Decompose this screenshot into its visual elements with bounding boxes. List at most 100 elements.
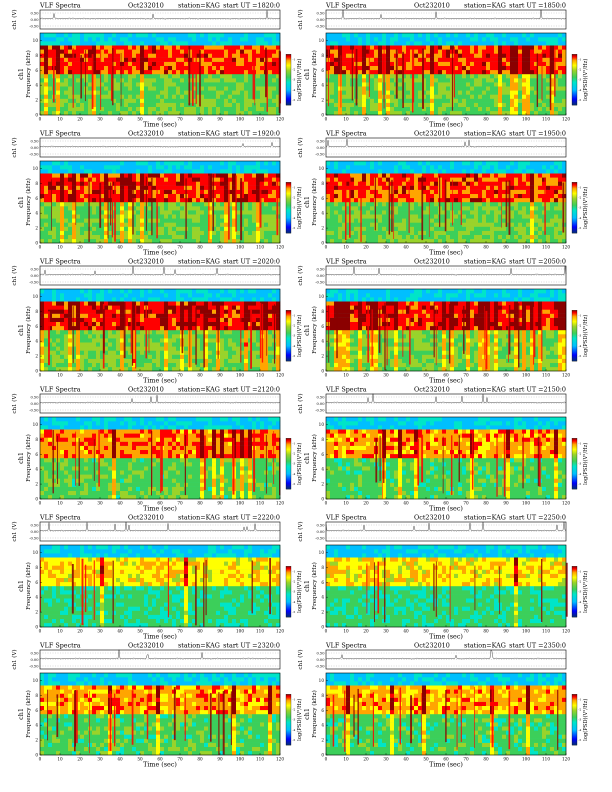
spectrogram-cell xyxy=(80,218,85,223)
spectrogram-cell xyxy=(80,61,85,66)
spectrogram-cell xyxy=(522,206,527,211)
spectrogram-cell xyxy=(518,169,523,174)
spectrogram-cell xyxy=(370,41,375,46)
spectrogram-cell xyxy=(334,98,339,103)
spectrogram-cell xyxy=(458,49,463,54)
spectrogram-cell xyxy=(514,161,519,166)
spectrogram-cell xyxy=(350,169,355,174)
spectrogram-cell xyxy=(506,189,511,194)
spectrogram-cell xyxy=(410,226,415,231)
spectrogram-cell xyxy=(156,234,161,240)
spectrogram-cell xyxy=(554,37,559,42)
spectrogram-cell xyxy=(128,210,133,215)
spectrogram-cell xyxy=(256,169,261,174)
spectrogram-cell xyxy=(104,49,109,54)
spectrogram-cell xyxy=(410,185,415,190)
spectrogram-cell xyxy=(334,90,339,95)
spectrogram-cell xyxy=(132,45,137,50)
spectrogram-cell xyxy=(490,181,495,186)
spectrogram-cell xyxy=(240,206,245,211)
spectrogram-cell xyxy=(172,218,177,223)
spectrogram-cell xyxy=(374,37,379,42)
spectrogram-cell xyxy=(394,106,399,112)
spectrogram-cell xyxy=(390,41,395,46)
spectrogram-cell xyxy=(546,202,551,207)
spectrogram-cell xyxy=(188,37,193,42)
spectrogram-cell xyxy=(390,106,395,112)
spectrogram-cell xyxy=(44,69,49,75)
spectrogram-cell xyxy=(558,90,563,95)
spectrogram-cell xyxy=(338,206,343,211)
spectrogram-cell xyxy=(164,210,169,215)
spectrogram-cell xyxy=(256,98,261,103)
spectrogram-cell xyxy=(486,41,491,46)
spectrogram-cell xyxy=(88,78,93,83)
spectrogram-cell xyxy=(168,98,173,103)
spectrogram-cell xyxy=(538,181,543,186)
spectrogram-cell xyxy=(434,98,439,103)
spectrogram-cell xyxy=(152,218,157,223)
spectrogram-cell xyxy=(522,165,527,170)
spectrogram-cell xyxy=(228,86,233,91)
spectrogram-cell xyxy=(362,206,367,211)
spectrogram-cell xyxy=(514,49,519,54)
spectrogram-cell xyxy=(446,82,451,87)
spectrogram-cell xyxy=(276,169,281,174)
spectrogram-cell xyxy=(422,230,427,235)
spectrogram-cell xyxy=(128,165,133,170)
spectrogram-cell xyxy=(350,193,355,199)
spectrogram-cell xyxy=(382,206,387,211)
spectrogram-cell xyxy=(72,106,77,112)
spectrogram-cell xyxy=(272,49,277,54)
spectrogram-cell xyxy=(124,49,129,54)
spectrogram-cell xyxy=(136,86,141,91)
spectrogram-cell xyxy=(80,45,85,50)
spectrogram-cell xyxy=(502,173,507,178)
spectrogram-cell xyxy=(482,189,487,194)
spectrogram-cell xyxy=(506,218,511,223)
spectrogram-cell xyxy=(546,78,551,83)
sferic-streak xyxy=(252,52,255,100)
spectrogram-cell xyxy=(148,177,153,182)
spectrogram-cell xyxy=(522,218,527,223)
spectrogram-cell xyxy=(96,173,101,178)
spectrogram-cell xyxy=(48,197,53,203)
spectrogram-cell xyxy=(426,86,431,91)
spectrogram-cell xyxy=(390,57,395,62)
spectrogram-cell xyxy=(76,206,81,211)
spectrogram-cell xyxy=(394,185,399,190)
spectrogram-cell xyxy=(256,177,261,182)
spectrogram-cells xyxy=(326,161,567,244)
spectrogram-cell xyxy=(168,206,173,211)
spectrogram-cell xyxy=(346,94,351,99)
sferic-streak xyxy=(368,47,370,97)
spectrogram-cell xyxy=(546,94,551,99)
spectrogram-cell xyxy=(192,206,197,211)
spectrogram-cell xyxy=(422,173,427,178)
spectrogram-cell xyxy=(212,202,217,207)
spectrogram-cell xyxy=(390,33,395,38)
spectrogram-cell xyxy=(334,206,339,211)
spectrogram-cell xyxy=(486,165,491,170)
spectrogram-cell xyxy=(394,169,399,174)
spectrogram-cell xyxy=(350,226,355,231)
spectrogram-cell xyxy=(406,98,411,103)
spectrogram-cell xyxy=(490,82,495,87)
spectrogram-cell xyxy=(486,177,491,182)
spectrogram-cell xyxy=(366,226,371,231)
spectrogram-cell xyxy=(358,214,363,219)
spectrogram-cell xyxy=(542,82,547,87)
spectrogram-cell xyxy=(80,86,85,91)
spectrogram-cell xyxy=(200,210,205,215)
spectrogram-cell xyxy=(526,49,531,54)
spectrogram-cell xyxy=(518,165,523,170)
spectrogram-cell xyxy=(430,206,435,211)
spectrogram-cell xyxy=(410,165,415,170)
spectrogram-cell xyxy=(450,230,455,235)
spectrogram-cell xyxy=(382,226,387,231)
spectrogram-cell xyxy=(220,86,225,91)
spectrogram-cell xyxy=(526,210,531,215)
spectrogram-cell xyxy=(506,94,511,99)
spectrogram-cell xyxy=(76,98,81,103)
spectrogram-cell xyxy=(264,41,269,46)
